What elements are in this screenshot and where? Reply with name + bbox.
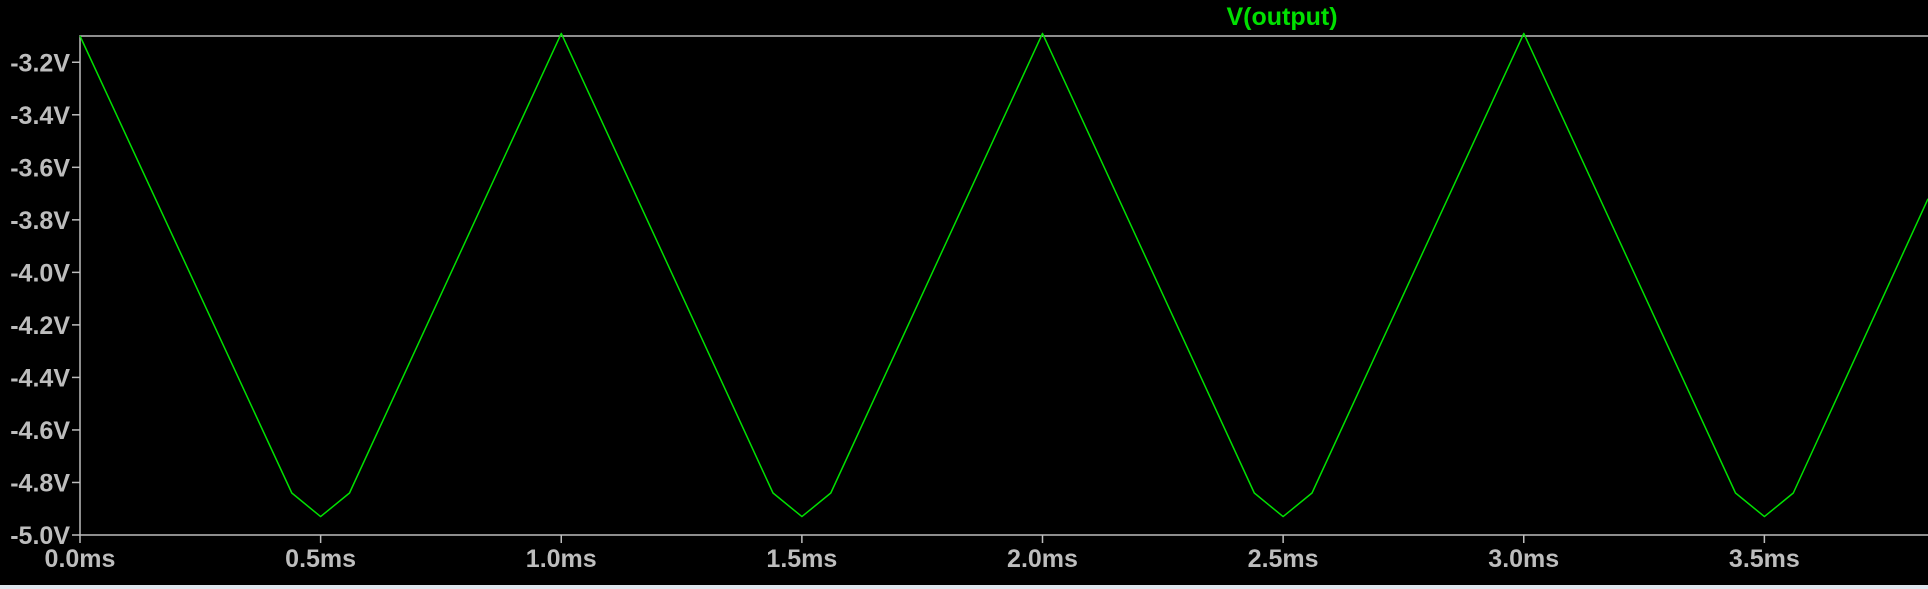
x-tick-label: 0.5ms <box>285 545 356 573</box>
y-tick-label: -5.0V <box>10 522 70 550</box>
x-tick-label: 3.5ms <box>1729 545 1800 573</box>
y-tick-label: -3.8V <box>10 207 70 235</box>
y-tick-label: -4.4V <box>10 364 70 392</box>
y-tick-label: -4.0V <box>10 259 70 287</box>
y-tick-label: -3.4V <box>10 102 70 130</box>
x-tick-label: 3.0ms <box>1488 545 1559 573</box>
trace-line-v-output[interactable] <box>79 32 1928 518</box>
x-tick-label: 2.5ms <box>1248 545 1319 573</box>
x-axis: 0.0ms 0.5ms 1.0ms 1.5ms 2.0ms 2.5ms 3.0ms 3.5ms <box>45 535 1800 573</box>
y-tick-label: -4.8V <box>10 469 70 497</box>
x-tick-label: 1.5ms <box>766 545 837 573</box>
plot-frame <box>79 35 1928 536</box>
y-axis: -3.2V -3.4V -3.6V -3.8V -4.0V -4.2V -4.4V -4.6V… <box>10 49 80 550</box>
y-tick-label: -3.6V <box>10 154 70 182</box>
x-tick-label: 1.0ms <box>526 545 597 573</box>
window-bottom-strip <box>0 585 1928 589</box>
x-tick-label: 2.0ms <box>1007 545 1078 573</box>
y-tick-label: -4.6V <box>10 417 70 445</box>
y-tick-label: -3.2V <box>10 49 70 77</box>
y-tick-label: -4.2V <box>10 312 70 340</box>
x-tick-label: 0.0ms <box>45 545 116 573</box>
trace-label[interactable]: V(output) <box>1226 3 1337 31</box>
